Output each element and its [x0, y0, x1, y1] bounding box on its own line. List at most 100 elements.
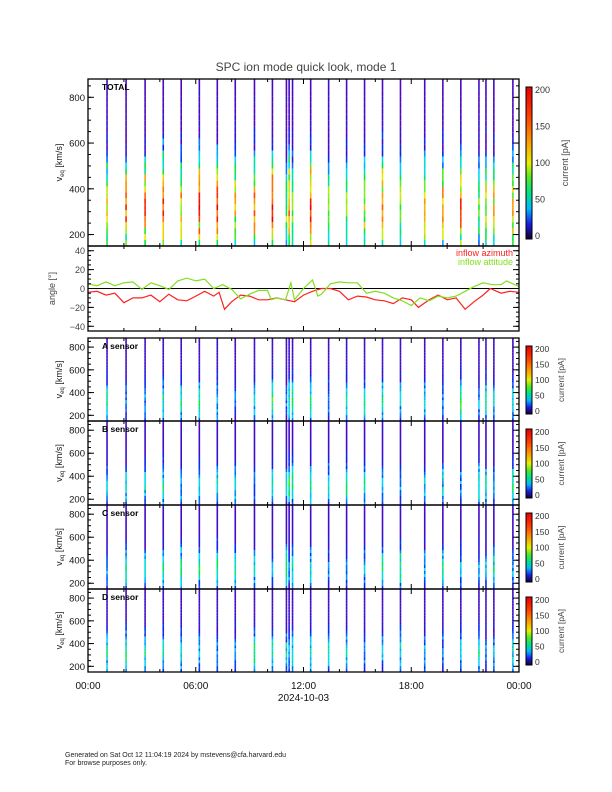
spectrum-cell: [271, 627, 274, 631]
spectrum-cell: [381, 424, 384, 427]
spectrum-cell: [253, 550, 256, 553]
spectrum-cell: [423, 427, 426, 430]
spectrum-cell: [423, 96, 426, 103]
spectrum-cell: [125, 138, 127, 145]
spectrum-cell: [327, 580, 330, 583]
spectrum-cell: [271, 645, 274, 649]
spectrum-cell: [271, 79, 274, 85]
spectrum-cell: [485, 627, 487, 631]
spectrum-cell: [363, 162, 366, 169]
spectrum-cell: [381, 436, 384, 439]
spectrum-cell: [460, 454, 462, 457]
spectrum-cell: [271, 415, 274, 419]
spectrum-cell: [125, 565, 127, 568]
spectrum-cell: [478, 358, 480, 362]
spectrum-cell: [423, 591, 426, 595]
spectrum-cell: [285, 132, 288, 139]
spectrum-cell: [106, 79, 108, 85]
spectrum-cell: [285, 517, 288, 520]
spectrum-cell: [253, 343, 256, 347]
spectrum-cell: [309, 198, 312, 205]
spectrum-cell: [309, 508, 312, 511]
spectrum-cell: [345, 349, 348, 353]
spectrum-cell: [291, 340, 294, 344]
spectrum-cell: [216, 346, 219, 350]
chart-title: SPC ion mode quick look, mode 1: [216, 60, 397, 74]
spectrum-cell: [216, 520, 219, 523]
spectrum-cell: [291, 126, 294, 133]
spectrum-cell: [381, 481, 384, 484]
spectrum-cell: [327, 666, 330, 670]
spectrum-cell: [106, 472, 108, 475]
spectrum-cell: [253, 597, 256, 601]
spectrum-cell: [460, 379, 462, 383]
spectrum-cell: [327, 409, 330, 413]
spectrum-cell: [106, 663, 108, 667]
spectrum-cell: [271, 457, 274, 460]
spectrum-cell: [485, 373, 487, 377]
spectrum-cell: [106, 102, 108, 109]
spectrum-cell: [144, 385, 146, 389]
spectrum-cell: [478, 346, 480, 350]
spectrum-cell: [271, 192, 274, 199]
spectrum-cell: [288, 379, 290, 383]
spectrum-cell: [512, 338, 514, 341]
spectrum-cell: [442, 603, 444, 607]
spectrum-cell: [399, 370, 402, 374]
spectrum-cell: [216, 636, 219, 640]
spectrum-cell: [234, 430, 237, 433]
spectrum-cell: [493, 448, 495, 451]
spectrum-cell: [291, 606, 294, 610]
spectrum-cell: [285, 367, 288, 371]
spectrum-cell: [512, 90, 514, 97]
spectrum-cell: [271, 361, 274, 365]
spectrum-cell: [512, 481, 514, 484]
spectrum-cell: [399, 630, 402, 634]
spectrum-cell: [381, 120, 384, 127]
spectrum-cell: [327, 577, 330, 580]
spectrum-cell: [125, 192, 127, 199]
spectrum-cell: [309, 343, 312, 347]
spectrum-cell: [180, 669, 183, 672]
spectrum-cell: [285, 556, 288, 559]
spectrum-cell: [478, 666, 480, 670]
spectrum-cell: [381, 216, 384, 223]
spectrum-cell: [216, 367, 219, 371]
spectrum-cell: [423, 445, 426, 448]
spectrum-cell: [198, 457, 201, 460]
spectrum-cell: [345, 526, 348, 529]
spectrum-cell: [106, 615, 108, 619]
spectrum-cell: [381, 654, 384, 658]
spectrum-cell: [460, 457, 462, 460]
spectrum-cell: [162, 448, 165, 451]
spectrum-cell: [216, 448, 219, 451]
spectrum-cell: [180, 502, 183, 505]
spectrum-cell: [460, 418, 462, 421]
spectrum-cell: [423, 240, 426, 246]
spectrum-cell: [345, 594, 348, 598]
spectrum-cell: [162, 591, 165, 595]
spectrum-cell: [271, 577, 274, 580]
spectrum-cell: [423, 108, 426, 115]
spectrum-cell: [493, 352, 495, 356]
spectrum-cell: [253, 493, 256, 496]
spectrum-cell: [460, 523, 462, 526]
spectrum-cell: [125, 514, 127, 517]
spectrum-cell: [512, 630, 514, 634]
spectrum-cell: [288, 612, 290, 616]
spectrum-cell: [460, 400, 462, 404]
spectrum-cell: [288, 457, 290, 460]
spectrum-cell: [381, 517, 384, 520]
spectrum-cell: [485, 502, 487, 505]
spectrum-cell: [180, 138, 183, 145]
spectrum-cell: [180, 645, 183, 649]
spectrum-cell: [144, 156, 146, 163]
spectrum-cell: [162, 451, 165, 454]
spectrum-cell: [442, 505, 444, 508]
spectrum-cell: [309, 523, 312, 526]
spectrum-cell: [493, 556, 495, 559]
spectrum-cell: [512, 346, 514, 350]
spectrum-cell: [234, 660, 237, 664]
spectrum-cell: [253, 385, 256, 389]
spectrum-cell: [478, 514, 480, 517]
